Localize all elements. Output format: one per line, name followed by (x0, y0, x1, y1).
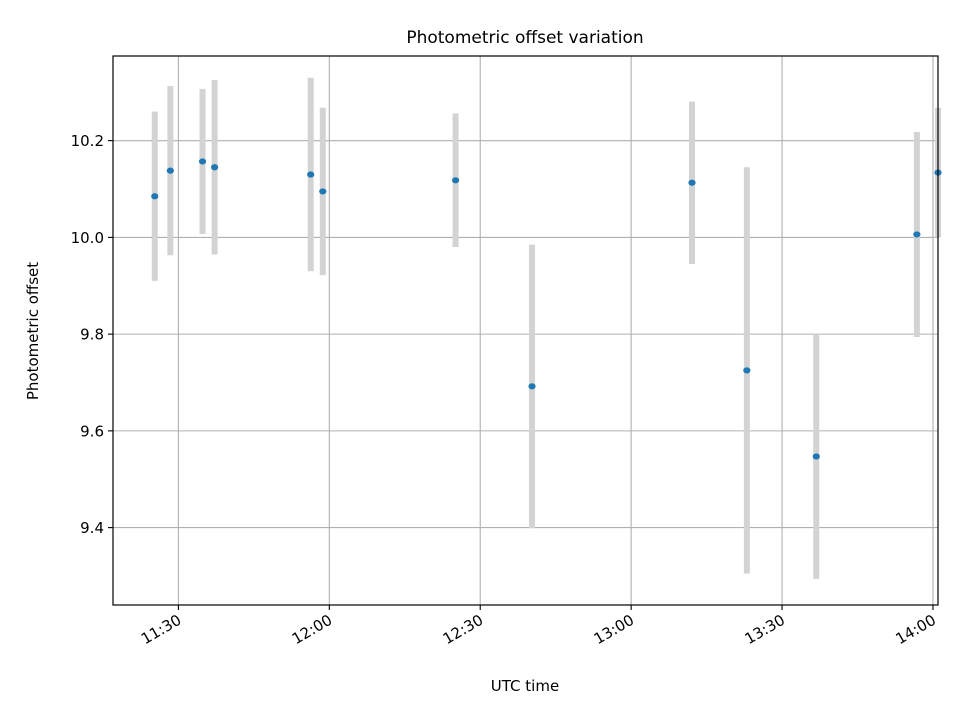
data-point (743, 367, 751, 374)
y-tick-label: 10.0 (71, 229, 104, 247)
y-axis-ticks: 9.4 9.6 9.8 10.0 10.2 (71, 132, 113, 537)
data-point (211, 164, 219, 171)
data-point (812, 453, 820, 460)
y-tick-label: 9.4 (80, 519, 104, 537)
y-tick-label: 9.8 (80, 326, 104, 344)
y-axis-label: Photometric offset (24, 262, 42, 400)
chart-title: Photometric offset variation (406, 28, 643, 48)
data-point (528, 383, 536, 390)
data-points (151, 158, 942, 460)
plot-frame (112, 55, 939, 606)
data-point (198, 158, 207, 165)
data-point (319, 188, 327, 195)
data-point (166, 167, 174, 174)
data-point (307, 171, 315, 178)
data-point (913, 231, 921, 238)
y-tick-label: 10.2 (71, 132, 104, 150)
grid-lines (113, 56, 938, 605)
data-point (151, 193, 159, 200)
data-point (451, 177, 460, 184)
x-axis-label: UTC time (491, 677, 559, 695)
data-point (688, 179, 696, 186)
y-tick-label: 9.6 (80, 422, 104, 440)
